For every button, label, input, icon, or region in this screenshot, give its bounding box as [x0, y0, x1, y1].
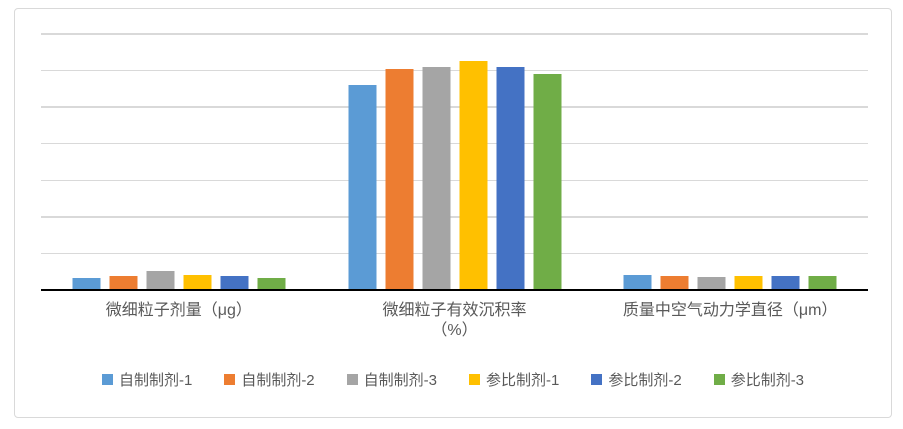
legend-item-自制制剂-2: 自制制剂-2 — [224, 369, 315, 390]
x-axis-labels: 微细粒子剂量（μg） 微细粒子有效沉积率 （%） 质量中空气动力学直径（μm） — [41, 301, 868, 349]
x-axis-line — [41, 288, 868, 291]
category-label-line: 微细粒子剂量（μg） — [105, 302, 252, 319]
legend-label: 自制制剂-3 — [363, 372, 437, 389]
bar-自制制剂-3 — [146, 271, 175, 290]
category-label-line: 微细粒子有效沉积率 — [382, 302, 527, 319]
legend-label: 自制制剂-2 — [241, 372, 315, 389]
bar-参比制剂-2 — [220, 276, 249, 290]
bar-自制制剂-3 — [697, 277, 726, 290]
bar-自制制剂-1 — [623, 275, 652, 290]
category-label-line: （%） — [431, 322, 478, 339]
legend-label: 自制制剂-1 — [118, 372, 193, 389]
bar-参比制剂-1 — [459, 61, 487, 290]
bar-自制制剂-2 — [660, 275, 689, 290]
category-label-3: 质量中空气动力学直径（μm） — [623, 301, 838, 321]
legend-marker-icon — [469, 374, 480, 385]
bar-自制制剂-1 — [348, 85, 376, 290]
bar-group-3 — [623, 34, 837, 290]
gridline — [41, 106, 868, 108]
bar-自制制剂-2 — [385, 68, 413, 290]
bar-参比制剂-2 — [771, 276, 800, 290]
bar-参比制剂-3 — [808, 276, 837, 290]
legend-item-自制制剂-1: 自制制剂-1 — [101, 369, 193, 390]
bar-参比制剂-1 — [734, 275, 763, 290]
bar-参比制剂-2 — [496, 66, 524, 290]
bar-自制制剂-1 — [72, 277, 101, 290]
legend-label: 参比制剂-2 — [608, 372, 682, 389]
gridline — [41, 33, 868, 35]
bar-自制制剂-3 — [422, 66, 450, 290]
gridline — [41, 216, 868, 218]
category-label-1: 微细粒子剂量（μg） — [106, 301, 252, 321]
chart-frame: 微细粒子剂量（μg） 微细粒子有效沉积率 （%） 质量中空气动力学直径（μm） 自制制… — [14, 8, 892, 418]
legend-label: 参比制剂-3 — [730, 372, 805, 389]
category-label-2: 微细粒子有效沉积率 （%） — [382, 301, 526, 341]
gridline — [41, 179, 868, 182]
legend-marker-icon — [346, 374, 358, 385]
bar-group-1 — [72, 34, 286, 290]
legend-item-参比制剂-3: 参比制剂-3 — [713, 369, 805, 390]
bar-group-2 — [348, 34, 561, 290]
plot-area — [41, 33, 868, 291]
legend-marker-icon — [713, 374, 725, 385]
bar-参比制剂-3 — [257, 277, 286, 290]
gridline — [41, 142, 868, 145]
legend: 自制制剂-1 自制制剂-2 自制制剂-3 参比制剂-1 参比制剂-2 参比制剂-3 — [15, 369, 891, 390]
bar-自制制剂-2 — [109, 276, 138, 290]
legend-label: 参比制剂-1 — [486, 372, 560, 389]
legend-marker-icon — [101, 374, 113, 385]
legend-marker-icon — [591, 374, 603, 385]
legend-item-参比制剂-1: 参比制剂-1 — [469, 369, 559, 390]
category-label-line: 质量中空气动力学直径（μm） — [622, 302, 838, 319]
legend-item-参比制剂-2: 参比制剂-2 — [591, 369, 682, 390]
legend-item-自制制剂-3: 自制制剂-3 — [346, 369, 437, 390]
gridline — [41, 69, 868, 72]
gridline — [41, 252, 868, 255]
bar-参比制剂-1 — [183, 275, 212, 290]
legend-marker-icon — [224, 374, 236, 385]
bar-参比制剂-3 — [533, 74, 561, 290]
